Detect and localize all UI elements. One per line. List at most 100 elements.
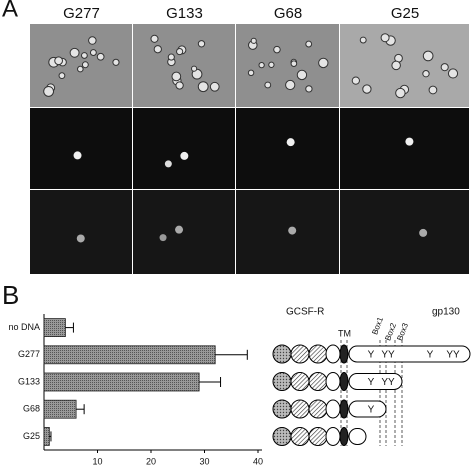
cell (285, 79, 296, 91)
cell (268, 61, 275, 68)
micrograph (30, 108, 132, 189)
box-label: Box1 (370, 315, 385, 336)
cytoplasmic-domain (348, 428, 367, 445)
bar (43, 399, 77, 419)
cell (96, 52, 105, 61)
micrograph (236, 108, 339, 189)
cell (175, 225, 184, 234)
cell (180, 151, 189, 160)
cell (153, 45, 162, 54)
x-tick-label: 40 (253, 456, 263, 466)
cell (73, 151, 82, 160)
cell (380, 33, 390, 43)
cell (362, 84, 372, 94)
micrograph (30, 190, 132, 274)
cell (428, 85, 438, 95)
cell (167, 53, 175, 61)
domain (325, 372, 341, 391)
tyrosine-label: Y (427, 350, 434, 361)
transmembrane (339, 344, 349, 364)
cell (112, 58, 120, 66)
domain (325, 427, 341, 446)
cytoplasmic-domain (348, 400, 387, 418)
error-bar (76, 404, 85, 415)
transmembrane (339, 372, 349, 391)
bar (43, 345, 216, 365)
bar (43, 372, 200, 392)
box-label: Box3 (395, 321, 410, 342)
column-label: G133 (166, 5, 203, 22)
domain (290, 399, 310, 419)
cell (359, 36, 367, 44)
cytoplasmic-domain (348, 345, 471, 363)
y-tick-label: G133 (18, 376, 40, 386)
bar (43, 426, 50, 446)
tyrosine-label: Y (368, 350, 375, 361)
column-label: G277 (63, 5, 100, 22)
y-tick-label: G277 (18, 349, 40, 359)
micrograph (133, 108, 235, 189)
cell (171, 71, 182, 82)
tyrosine-label: YY (446, 350, 460, 361)
transmembrane (339, 399, 349, 419)
cell (296, 69, 308, 81)
domain (308, 427, 328, 446)
cell (164, 160, 172, 168)
cell (447, 68, 459, 79)
cell (288, 226, 297, 235)
cell (247, 69, 255, 77)
cell (422, 70, 430, 78)
cell (273, 45, 281, 54)
cell (422, 50, 434, 62)
domain (325, 399, 341, 419)
cell (88, 36, 97, 45)
bar-chart: 10 20 30 40 no DNA G277 G133 G68 G25 (8, 314, 263, 466)
domain (290, 344, 310, 364)
cell (150, 34, 159, 43)
cell (351, 76, 360, 85)
panel-label: A (2, 0, 18, 22)
cell (258, 62, 265, 69)
cell (76, 234, 85, 243)
tyrosine-label: YY (381, 377, 395, 388)
cell (305, 85, 313, 93)
diagram-label: gp130 (432, 307, 460, 318)
micrograph (340, 108, 469, 189)
cell (69, 47, 80, 58)
error-bar (65, 322, 74, 333)
cell (395, 87, 406, 99)
tyrosine-label: Y (368, 377, 375, 388)
tyrosine-label: Y (368, 405, 375, 416)
error-bar (49, 431, 52, 442)
cell (81, 52, 88, 59)
y-tick-label: G25 (23, 431, 40, 441)
cell (89, 49, 97, 56)
domain (325, 344, 341, 364)
x-tick-label: 30 (199, 456, 209, 466)
cell (391, 60, 401, 71)
x-tick-label: 10 (92, 456, 102, 466)
domain (308, 372, 328, 391)
transmembrane (339, 427, 349, 446)
bar (43, 318, 66, 338)
domain (290, 372, 310, 391)
x-tick-label: 20 (146, 456, 156, 466)
micrograph (133, 24, 235, 107)
cell (58, 72, 66, 80)
cell (197, 81, 209, 93)
domain (308, 399, 328, 419)
cell (191, 65, 198, 72)
cell (250, 37, 257, 44)
cell (176, 47, 184, 56)
cell (159, 234, 167, 242)
tyrosine-label: YY (381, 350, 395, 361)
cell (440, 63, 449, 72)
error-bar (215, 349, 248, 360)
cell (405, 137, 414, 146)
panel-label: B (2, 280, 19, 310)
cell (209, 81, 220, 92)
column-label: G25 (391, 5, 419, 22)
y-tick-label: G68 (23, 404, 40, 414)
